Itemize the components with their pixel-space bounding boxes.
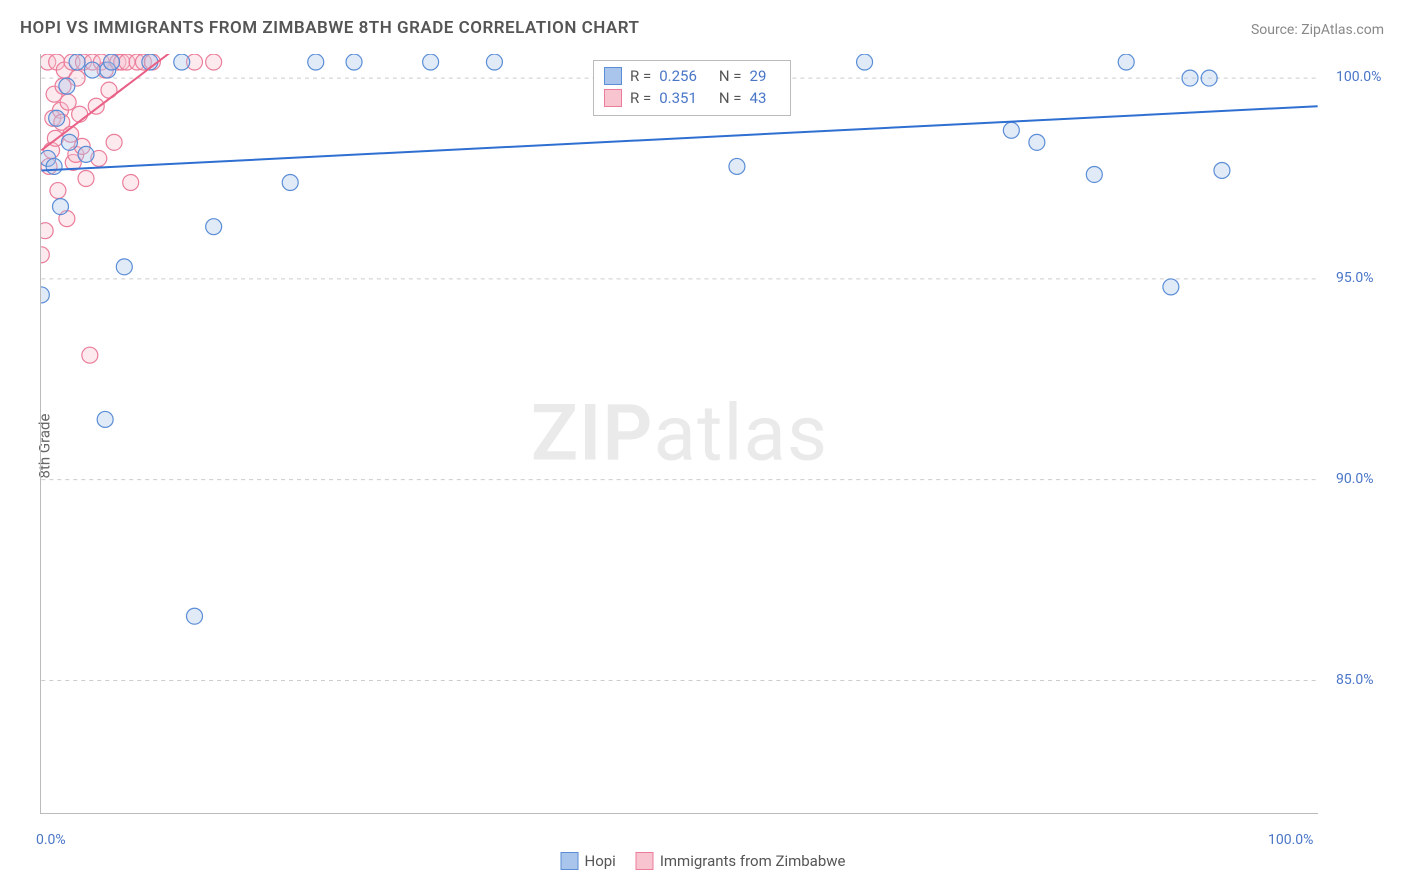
y-tick-label: 95.0% — [1336, 270, 1374, 286]
correlation-row-zimbabwe: R = 0.351 N = 43 — [604, 87, 780, 109]
x-tick-label: 0.0% — [36, 832, 66, 848]
legend-label-zimbabwe: Immigrants from Zimbabwe — [660, 852, 846, 870]
swatch-zimbabwe-icon — [636, 852, 654, 870]
r-value-zimbabwe: 0.351 — [659, 87, 697, 109]
n-value-zimbabwe: 43 — [750, 87, 767, 109]
correlation-legend: R = 0.256 N = 29 R = 0.351 N = 43 — [593, 60, 791, 116]
x-tick-label: 100.0% — [1268, 832, 1313, 848]
source-attribution: Source: ZipAtlas.com — [1251, 22, 1384, 38]
legend-item-hopi: Hopi — [561, 852, 616, 870]
n-value-hopi: 29 — [750, 65, 767, 87]
swatch-zimbabwe — [604, 89, 622, 107]
series-legend: Hopi Immigrants from Zimbabwe — [561, 852, 846, 870]
n-label-hopi: N = — [719, 65, 742, 87]
r-label-zimbabwe: R = — [630, 87, 651, 109]
r-value-hopi: 0.256 — [659, 65, 697, 87]
chart-svg — [41, 54, 1318, 813]
plot-area: ZIPatlas R = 0.256 N = 29 R = 0.351 N = … — [40, 54, 1318, 814]
y-tick-label: 90.0% — [1336, 471, 1374, 487]
swatch-hopi — [604, 67, 622, 85]
n-label-zimbabwe: N = — [719, 87, 742, 109]
swatch-hopi-icon — [561, 852, 579, 870]
chart-title: HOPI VS IMMIGRANTS FROM ZIMBABWE 8TH GRA… — [20, 18, 639, 38]
r-label-hopi: R = — [630, 65, 651, 87]
y-tick-label: 85.0% — [1336, 672, 1374, 688]
legend-label-hopi: Hopi — [585, 852, 616, 870]
y-tick-label: 100.0% — [1336, 69, 1381, 85]
legend-item-zimbabwe: Immigrants from Zimbabwe — [636, 852, 846, 870]
correlation-row-hopi: R = 0.256 N = 29 — [604, 65, 780, 87]
